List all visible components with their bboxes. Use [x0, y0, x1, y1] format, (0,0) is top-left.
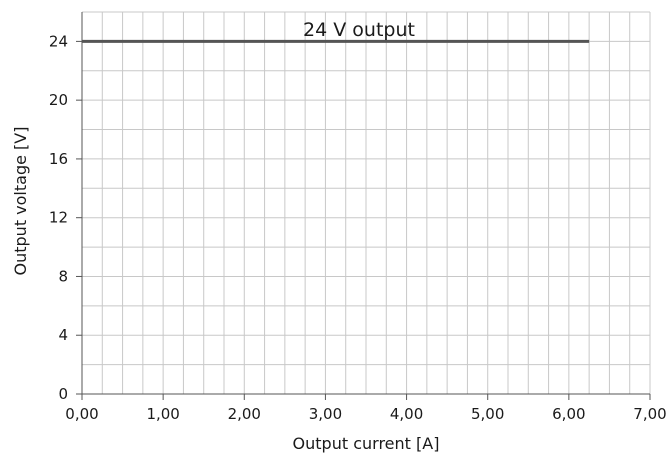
chart-title: 24 V output	[303, 19, 415, 41]
x-tick-label: 0,00	[65, 405, 98, 423]
y-tick-label: 0	[58, 385, 68, 403]
y-tick-label: 8	[58, 267, 68, 285]
axes	[81, 12, 650, 395]
x-tick-label: 7,00	[633, 405, 666, 423]
x-tick-label: 2,00	[228, 405, 261, 423]
y-axis-title: Output voltage [V]	[11, 127, 30, 276]
y-tick-label: 16	[49, 150, 68, 168]
x-tick-label: 3,00	[309, 405, 342, 423]
y-tick-label: 24	[49, 32, 68, 50]
x-tick-label: 5,00	[471, 405, 504, 423]
y-tick-label: 4	[58, 326, 68, 344]
x-tick-label: 6,00	[552, 405, 585, 423]
x-tick-label: 4,00	[390, 405, 423, 423]
grid	[81, 11, 651, 395]
x-axis-title: Output current [A]	[293, 434, 440, 453]
x-tick-label: 1,00	[146, 405, 179, 423]
y-tick-label: 12	[49, 209, 68, 227]
y-tick-label: 20	[49, 91, 68, 109]
ticks: 0,00 1,00 2,00 3,00 4,00 5,00 6,00 7,00 0 4 8 12 16 2…	[49, 32, 667, 423]
